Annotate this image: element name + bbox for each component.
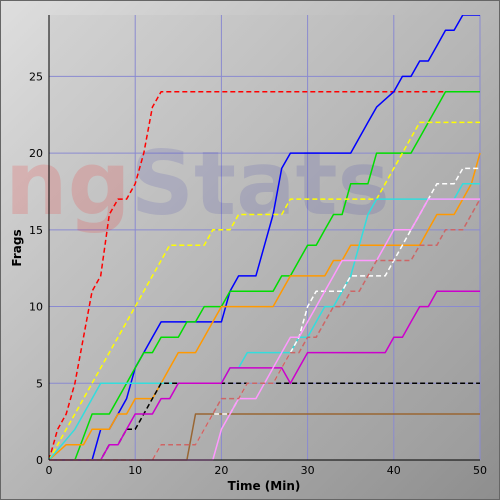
- series-line-3: [49, 90, 480, 461]
- series-line-6: [49, 183, 480, 461]
- series-line-1: [49, 90, 446, 461]
- y-tick-label: 10: [29, 301, 43, 314]
- watermark-logo: ngStats: [5, 132, 390, 235]
- x-tick-label: 30: [301, 464, 315, 477]
- x-tick-label: 40: [387, 464, 401, 477]
- watermark-rest: Stats: [131, 132, 390, 235]
- x-axis-title: Time (Min): [228, 479, 301, 493]
- y-tick-label: 5: [36, 377, 43, 390]
- x-tick-label: 0: [46, 464, 53, 477]
- series-line-8: [49, 290, 480, 461]
- x-tick-label: 20: [214, 464, 228, 477]
- series-line-5: [49, 152, 481, 461]
- y-tick-label: 15: [29, 224, 43, 237]
- series-line-4: [49, 121, 480, 461]
- x-tick-label: 50: [473, 464, 487, 477]
- watermark-prefix: ng: [5, 132, 131, 235]
- y-tick-label: 20: [29, 147, 43, 160]
- series-line-12: [49, 198, 481, 461]
- plot-area: [49, 15, 480, 460]
- series-line-11: [49, 198, 480, 461]
- data-series: [49, 15, 481, 461]
- axis-ticks: 0 10 20 30 40 50 0 5 10 15 20 25: [29, 70, 487, 477]
- y-tick-label: 25: [29, 70, 43, 83]
- y-axis-title: Frags: [10, 229, 24, 266]
- x-tick-label: 10: [128, 464, 142, 477]
- y-tick-label: 0: [36, 454, 43, 467]
